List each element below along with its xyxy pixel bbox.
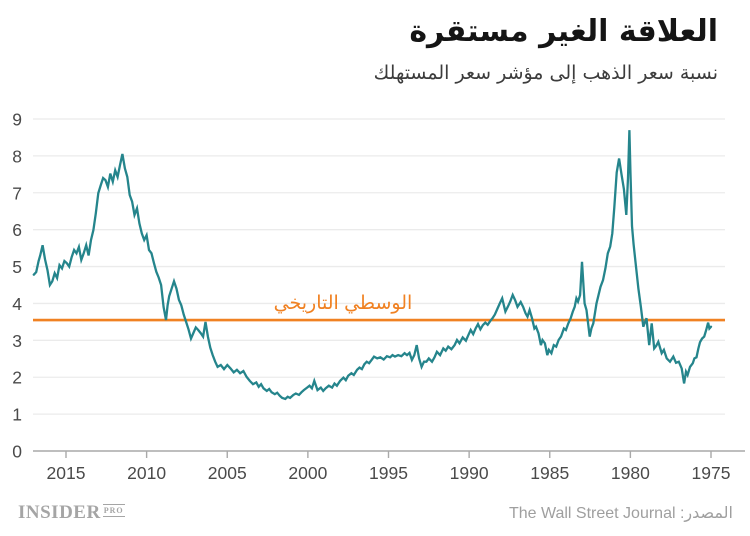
chart-footer: INSIDER PRO المصدر: The Wall Street Journ… [0,499,750,529]
page-title: العلاقة الغير مستقرة [409,14,718,49]
x-axis-label-1985: 1985 [530,463,569,483]
insider-pro-logo: INSIDER PRO [18,502,125,524]
chart-header: العلاقة الغير مستقرة نسبة سعر الذهب إلى … [32,12,718,84]
x-axis-label-2010: 2010 [127,463,166,483]
x-axis-label-1980: 1980 [611,463,650,483]
y-axis-label-8: 8 [12,146,22,166]
y-axis-label-7: 7 [12,183,22,203]
y-axis-label-2: 2 [12,368,22,388]
y-axis-label-9: 9 [12,109,22,129]
chart-area: 0 1 2 3 4 5 6 7 8 9 2015 2010 2005 2000 1995 1990 1985 19… [0,100,750,496]
logo-pro-badge: PRO [102,504,125,517]
line-chart: 0 1 2 3 4 5 6 7 8 9 2015 2010 2005 2000 1995 1990 1985 19… [12,109,745,483]
y-axis-label-3: 3 [12,331,22,351]
y-axis-label-0: 0 [12,442,22,462]
page-subtitle: نسبة سعر الذهب إلى مؤشر سعر المستهلك [373,61,718,84]
x-axis-label-2005: 2005 [208,463,247,483]
y-axis-label-6: 6 [12,220,22,240]
historical-median-label: الوسطي التاريخي [274,293,413,314]
y-axis-label-1: 1 [12,405,22,425]
x-axis-label-1995: 1995 [369,463,408,483]
y-axis-label-4: 4 [12,294,22,314]
y-axis-label-5: 5 [12,257,22,277]
x-axis-label-2015: 2015 [47,463,86,483]
x-axis-label-1990: 1990 [450,463,489,483]
logo-insider-text: INSIDER [18,502,101,523]
x-axis-label-1975: 1975 [692,463,731,483]
source-attribution: المصدر: The Wall Street Journal [508,505,733,522]
ratio-line-series [32,130,713,401]
x-axis-label-2000: 2000 [288,463,327,483]
